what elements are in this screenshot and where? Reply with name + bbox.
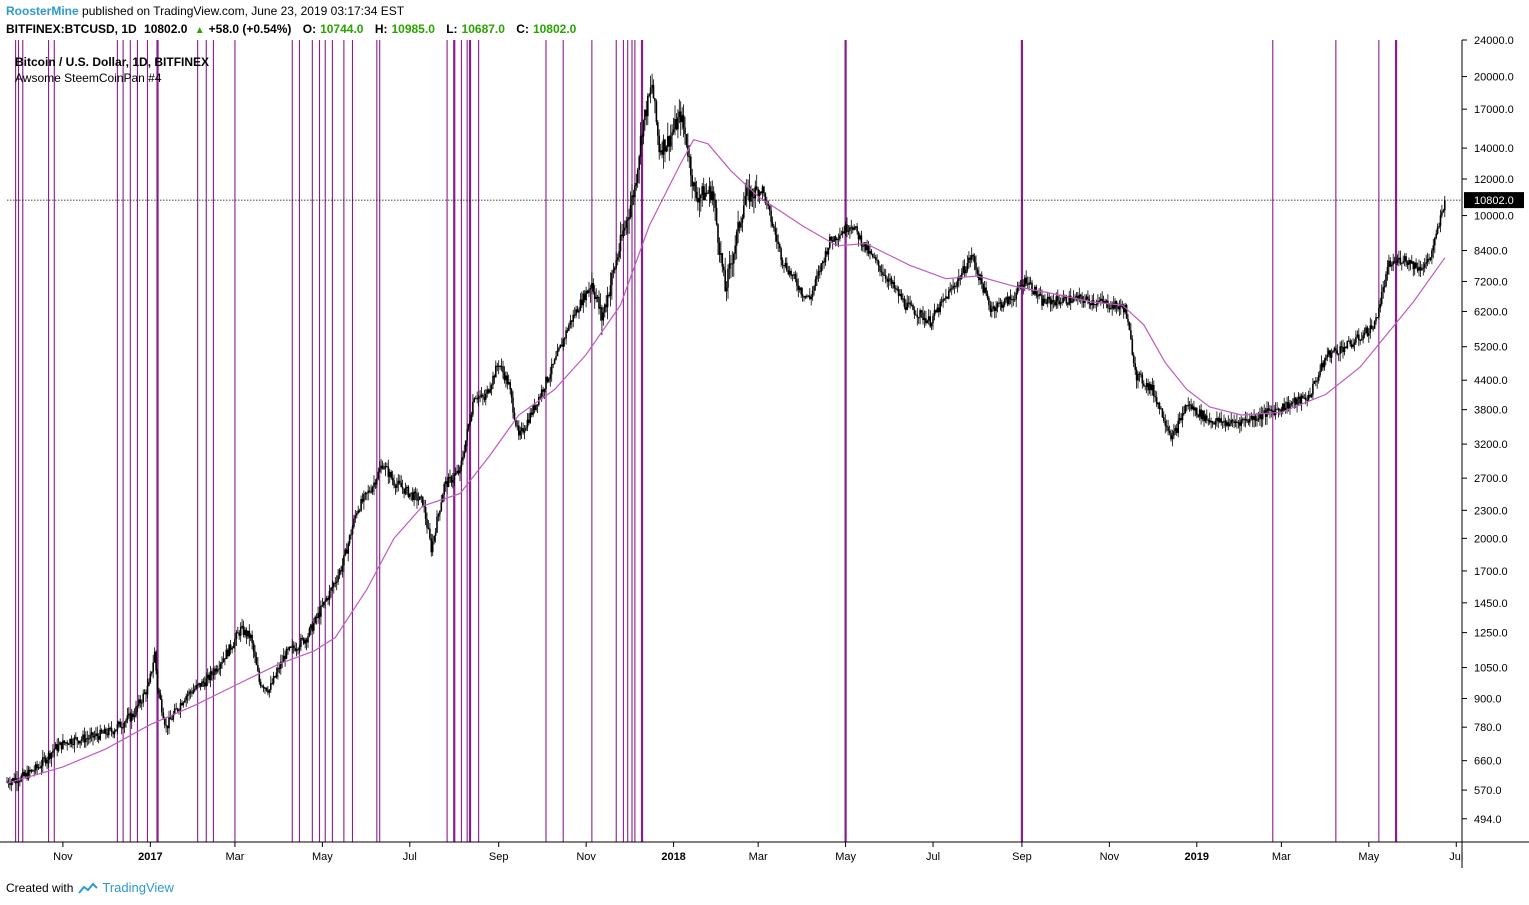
footer: Created with TradingView xyxy=(6,880,174,895)
x-tick-label: Nov xyxy=(576,851,596,863)
y-tick-label: 1700.0 xyxy=(1474,566,1508,578)
price-change: ▲ +58.0 (+0.54%) xyxy=(194,22,292,36)
x-tick-label: Nov xyxy=(53,851,73,863)
indicator-label: Awsome SteemCoinPan #4 xyxy=(15,71,162,85)
x-tick-label: Jul xyxy=(1449,851,1463,863)
chart-legend: Bitcoin / U.S. Dollar, 1D, BITFINEX Awso… xyxy=(15,54,209,86)
price-candle-wicks xyxy=(6,73,1446,792)
last-price-label: 10802.0 xyxy=(1474,195,1514,207)
y-tick-label: 5200.0 xyxy=(1474,342,1508,354)
y-tick-label: 494.0 xyxy=(1474,814,1502,826)
y-tick-label: 20000.0 xyxy=(1474,72,1514,84)
price-candle-bodies xyxy=(6,84,1446,785)
created-with-label: Created with xyxy=(6,880,74,895)
moving-average-line xyxy=(6,138,1446,784)
y-tick-label: 3200.0 xyxy=(1474,439,1508,451)
low-value: L: 10687.0 xyxy=(446,22,505,36)
y-tick-label: 14000.0 xyxy=(1474,143,1514,155)
x-tick-label: Mar xyxy=(225,851,244,863)
x-tick-label: Jul xyxy=(403,851,417,863)
publish-info: RoosterMine published on TradingView.com… xyxy=(6,4,404,18)
y-tick-label: 7200.0 xyxy=(1474,276,1508,288)
up-arrow-icon: ▲ xyxy=(194,25,205,36)
tradingview-logo[interactable]: TradingView xyxy=(77,880,174,895)
y-tick-label: 900.0 xyxy=(1474,693,1502,705)
y-tick-label: 24000.0 xyxy=(1474,35,1514,47)
y-tick-label: 6200.0 xyxy=(1474,306,1508,318)
y-tick-label: 17000.0 xyxy=(1474,104,1514,116)
x-tick-label: May xyxy=(1358,851,1379,863)
symbol-ohlc-bar: BITFINEX:BTCUSD, 1D 10802.0 ▲ +58.0 (+0.5… xyxy=(6,22,584,36)
published-text: published on TradingView.com, June 23, 2… xyxy=(82,4,405,18)
last-price: 10802.0 xyxy=(144,22,188,36)
chart-title: Bitcoin / U.S. Dollar, 1D, BITFINEX xyxy=(15,55,210,69)
x-tick-label: Nov xyxy=(1100,851,1120,863)
y-tick-label: 780.0 xyxy=(1474,722,1502,734)
x-tick-label: 2018 xyxy=(661,851,685,863)
y-tick-label: 3800.0 xyxy=(1474,405,1508,417)
author-link[interactable]: RoosterMine xyxy=(6,4,79,18)
y-tick-label: 10000.0 xyxy=(1474,211,1514,223)
y-tick-label: 2000.0 xyxy=(1474,533,1508,545)
symbol-label: BITFINEX:BTCUSD, 1D xyxy=(6,22,137,36)
y-tick-label: 12000.0 xyxy=(1474,174,1514,186)
y-tick-label: 1050.0 xyxy=(1474,663,1508,675)
y-tick-label: 8400.0 xyxy=(1474,246,1508,258)
x-tick-label: May xyxy=(312,851,333,863)
y-tick-label: 4400.0 xyxy=(1474,375,1508,387)
y-tick-label: 2700.0 xyxy=(1474,473,1508,485)
x-tick-label: Mar xyxy=(1272,851,1291,863)
x-tick-label: Mar xyxy=(749,851,768,863)
x-tick-label: 2019 xyxy=(1185,851,1209,863)
close-value: C: 10802.0 xyxy=(516,22,577,36)
x-tick-label: 2017 xyxy=(138,851,162,863)
high-value: H: 10985.0 xyxy=(374,22,435,36)
y-tick-label: 570.0 xyxy=(1474,785,1502,797)
open-value: O: 10744.0 xyxy=(302,22,364,36)
y-tick-label: 1450.0 xyxy=(1474,598,1508,610)
x-tick-label: Jul xyxy=(926,851,940,863)
tradingview-cloud-icon xyxy=(78,882,99,894)
x-tick-label: Sep xyxy=(1012,851,1032,863)
last-price-label-box xyxy=(1464,192,1524,209)
y-tick-label: 1250.0 xyxy=(1474,628,1508,640)
x-tick-label: May xyxy=(835,851,856,863)
x-tick-label: Sep xyxy=(489,851,509,863)
brand-label: TradingView xyxy=(102,880,174,895)
y-tick-label: 2300.0 xyxy=(1474,505,1508,517)
y-tick-label: 660.0 xyxy=(1474,756,1502,768)
